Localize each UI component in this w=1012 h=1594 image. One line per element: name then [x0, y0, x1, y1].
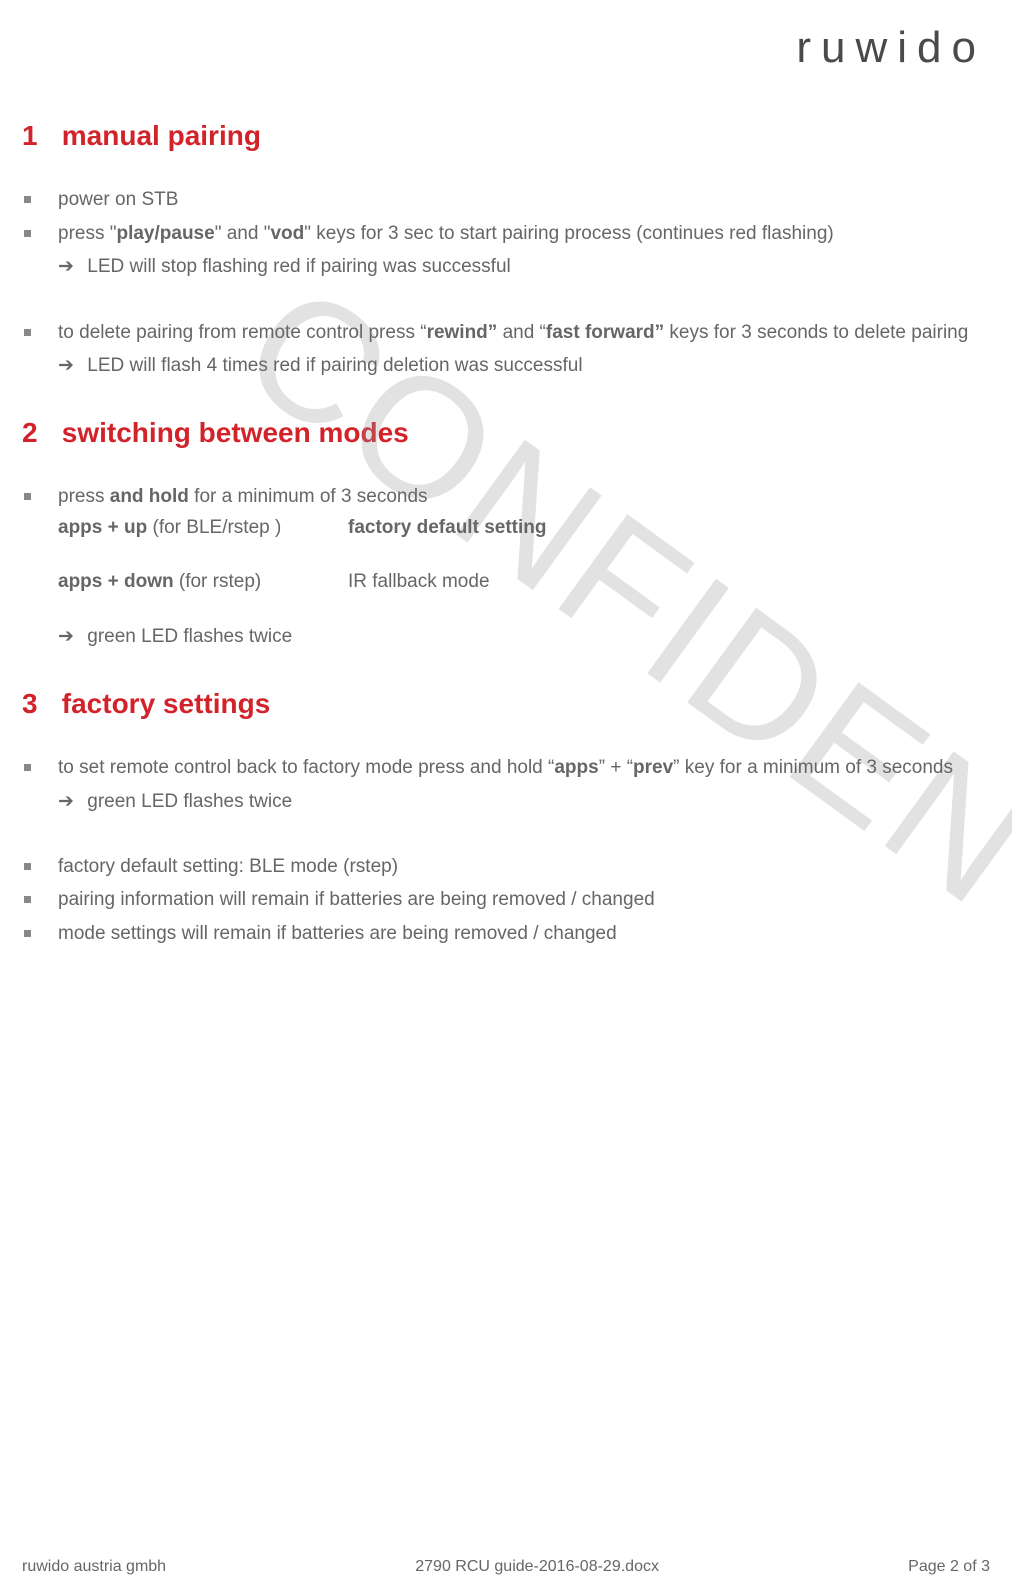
key-label: prev: [633, 757, 673, 778]
mode-row: apps + up (for BLE/rstep ) factory defau…: [58, 513, 990, 542]
text-fragment: press: [58, 486, 110, 507]
text-fragment: ” key for a minimum of 3 seconds: [673, 757, 953, 778]
brand-logo: ruwido: [796, 14, 986, 82]
sub-note: ➔ green LED flashes twice: [58, 622, 990, 651]
page: ruwido CONFIDENTIAL 1 manual pairing pow…: [0, 0, 1012, 1594]
spacer: [58, 292, 990, 314]
heading-title: switching between modes: [62, 417, 409, 448]
heading-manual-pairing: 1 manual pairing: [22, 114, 990, 157]
heading-number: 1: [22, 114, 54, 157]
mode-row: apps + down (for rstep) IR fallback mode: [58, 567, 990, 596]
list-factory-settings: to set remote control back to factory mo…: [22, 753, 990, 948]
text-fragment: press ": [58, 223, 116, 244]
key-label: apps: [554, 757, 598, 778]
list-item-text: factory default setting: BLE mode (rstep…: [58, 856, 398, 877]
key-combo: apps + up: [58, 517, 147, 538]
text-fragment: for a minimum of 3 seconds: [189, 486, 428, 507]
text-fragment: (for BLE/rstep ): [147, 517, 281, 538]
document-body: 1 manual pairing power on STB press "pla…: [22, 18, 990, 948]
list-item: mode settings will remain if batteries a…: [22, 919, 990, 948]
mode-value: factory default setting: [348, 517, 546, 538]
sub-note-text: LED will stop flashing red if pairing wa…: [87, 256, 510, 277]
sub-note-text: green LED flashes twice: [87, 626, 292, 647]
list-item-text: power on STB: [58, 189, 178, 210]
heading-title: manual pairing: [62, 120, 261, 151]
key-label: fast forward”: [546, 322, 664, 343]
spacer: [58, 596, 990, 618]
key-label: vod: [270, 223, 304, 244]
text-fragment: " and ": [215, 223, 271, 244]
list-item: to delete pairing from remote control pr…: [22, 318, 990, 381]
list-item: factory default setting: BLE mode (rstep…: [22, 852, 990, 881]
mode-keys: apps + up (for BLE/rstep ): [58, 513, 348, 542]
mode-desc: IR fallback mode: [348, 567, 990, 596]
list-item: press "play/pause" and "vod" keys for 3 …: [22, 219, 990, 314]
arrow-icon: ➔: [58, 252, 82, 281]
list-item: power on STB: [22, 185, 990, 214]
list-item: to set remote control back to factory mo…: [22, 753, 990, 848]
sub-note: ➔ LED will flash 4 times red if pairing …: [58, 351, 990, 380]
sub-note: ➔ LED will stop flashing red if pairing …: [58, 252, 990, 281]
heading-switching-modes: 2 switching between modes: [22, 411, 990, 454]
footer-page-number: Page 2 of 3: [908, 1555, 990, 1580]
footer-company: ruwido austria gmbh: [22, 1555, 166, 1580]
sub-note-text: LED will flash 4 times red if pairing de…: [87, 355, 582, 376]
page-footer: ruwido austria gmbh 2790 RCU guide-2016-…: [22, 1555, 990, 1580]
mode-desc: factory default setting: [348, 513, 990, 542]
arrow-icon: ➔: [58, 787, 82, 816]
text-fragment: keys for 3 seconds to delete pairing: [664, 322, 968, 343]
arrow-icon: ➔: [58, 622, 82, 651]
key-label: rewind”: [427, 322, 498, 343]
key-combo: apps + down: [58, 571, 174, 592]
list-manual-pairing: power on STB press "play/pause" and "vod…: [22, 185, 990, 380]
spacer: [58, 826, 990, 848]
bold-text: and hold: [110, 486, 189, 507]
footer-filename: 2790 RCU guide-2016-08-29.docx: [415, 1555, 659, 1580]
heading-title: factory settings: [62, 688, 271, 719]
key-label: play/pause: [116, 223, 214, 244]
text-fragment: to set remote control back to factory mo…: [58, 757, 554, 778]
list-item: press and hold for a minimum of 3 second…: [22, 482, 990, 652]
arrow-icon: ➔: [58, 351, 82, 380]
sub-note-text: green LED flashes twice: [87, 791, 292, 812]
list-item-text: pairing information will remain if batte…: [58, 889, 655, 910]
text-fragment: ” + “: [599, 757, 633, 778]
text-fragment: and “: [497, 322, 546, 343]
sub-note: ➔ green LED flashes twice: [58, 787, 990, 816]
text-fragment: (for rstep): [174, 571, 262, 592]
text-fragment: " keys for 3 sec to start pairing proces…: [304, 223, 834, 244]
heading-number: 3: [22, 682, 54, 725]
heading-factory-settings: 3 factory settings: [22, 682, 990, 725]
mode-keys: apps + down (for rstep): [58, 567, 348, 596]
mode-value: IR fallback mode: [348, 571, 490, 592]
list-item-text: mode settings will remain if batteries a…: [58, 923, 617, 944]
spacer: [58, 543, 990, 565]
list-item: pairing information will remain if batte…: [22, 885, 990, 914]
text-fragment: to delete pairing from remote control pr…: [58, 322, 427, 343]
heading-number: 2: [22, 411, 54, 454]
list-switching-modes: press and hold for a minimum of 3 second…: [22, 482, 990, 652]
